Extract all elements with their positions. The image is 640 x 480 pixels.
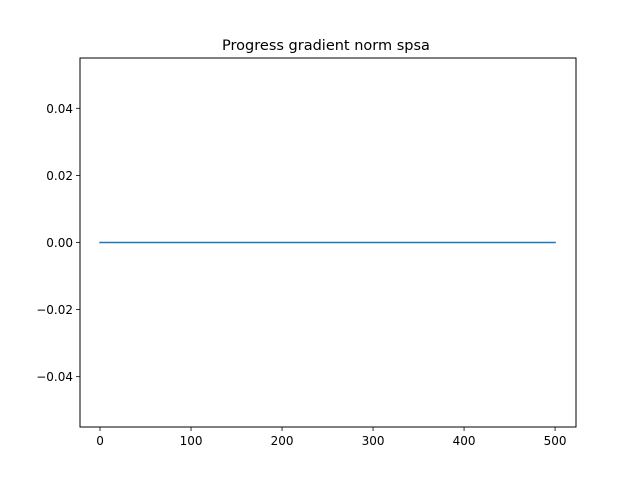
chart-title: Progress gradient norm spsa bbox=[222, 38, 430, 54]
y-tick-label: 0.00 bbox=[46, 236, 73, 250]
x-tick-label: 500 bbox=[544, 434, 567, 448]
x-tick-label: 0 bbox=[96, 434, 104, 448]
plot-area: 0 100 200 300 400 500 −0.04 −0.02 0.00 0.02 0.04 bbox=[36, 57, 577, 448]
y-tick-label: −0.04 bbox=[36, 370, 73, 384]
x-tick-label: 200 bbox=[271, 434, 294, 448]
x-tick-label: 100 bbox=[180, 434, 203, 448]
x-tick-label: 400 bbox=[453, 434, 476, 448]
y-tick-label: 0.04 bbox=[46, 102, 73, 116]
y-tick-label: 0.02 bbox=[46, 169, 73, 183]
y-tick-label: −0.02 bbox=[36, 303, 73, 317]
x-tick-label: 300 bbox=[362, 434, 385, 448]
